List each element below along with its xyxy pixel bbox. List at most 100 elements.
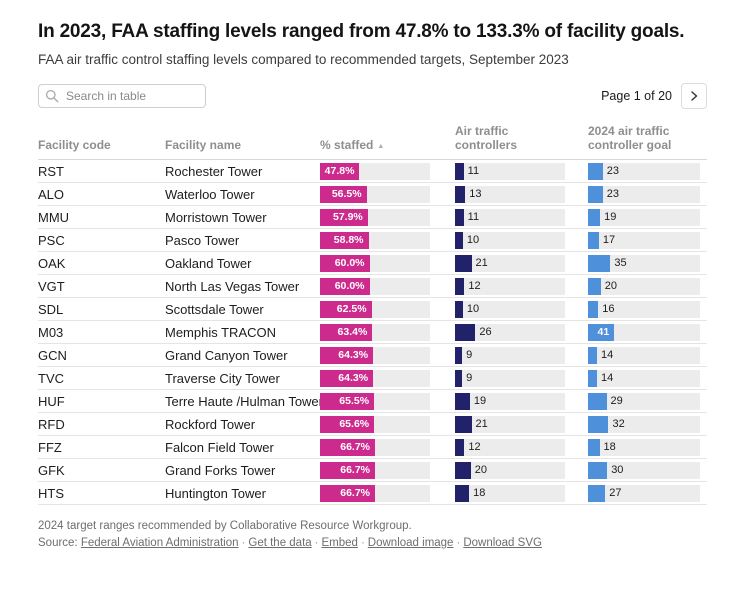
controllers-track: 12: [455, 277, 565, 295]
pct-staffed-bar: [320, 346, 374, 364]
facility-code-cell: MMU: [38, 209, 70, 225]
pct-staffed-track: 62.5%: [320, 300, 430, 318]
goal-value: 18: [603, 440, 616, 453]
pct-staffed-bar: [320, 231, 369, 249]
get-the-data-link[interactable]: Get the data: [248, 537, 312, 549]
search-input[interactable]: [38, 84, 206, 108]
pct-staffed-track: 63.4%: [320, 323, 430, 341]
facility-name-cell: Rochester Tower: [165, 163, 263, 179]
chevron-right-icon: [691, 91, 698, 101]
controllers-value: 10: [466, 302, 480, 315]
goal-value: 35: [614, 256, 627, 269]
goal-value: 14: [600, 371, 614, 384]
table-row: RFD Rockford Tower 65.6% 21 32: [38, 413, 707, 436]
facility-name-cell: Huntington Tower: [165, 485, 266, 501]
pagination: Page 1 of 20: [601, 83, 707, 109]
facility-name-cell: Rockford Tower: [165, 416, 256, 432]
pct-staffed-bar: [320, 277, 370, 295]
controllers-value: 21: [475, 417, 488, 430]
facility-name-cell: Oakland Tower: [165, 255, 252, 271]
controllers-bar: [455, 231, 463, 249]
table-row: FFZ Falcon Field Tower 66.7% 12 18: [38, 436, 707, 459]
controllers-value: 9: [466, 371, 473, 384]
controllers-track: 11: [455, 162, 565, 180]
controllers-bar: [455, 484, 470, 502]
controllers-track: 21: [455, 415, 565, 433]
controllers-value: 21: [475, 256, 488, 269]
separator-dot: ·: [241, 537, 246, 549]
goal-value: 29: [610, 394, 623, 407]
pct-staffed-value: 58.8%: [333, 233, 364, 246]
chart-subtitle: FAA air traffic control staffing levels …: [38, 52, 569, 67]
column-header-facility-name[interactable]: Facility name: [165, 138, 242, 152]
pct-staffed-value: 60.0%: [334, 256, 365, 269]
goal-value: 30: [611, 463, 624, 476]
goal-bar: [588, 461, 608, 479]
pct-staffed-bar: [320, 185, 367, 203]
pct-staffed-bar: [320, 300, 372, 318]
separator-dot: ·: [360, 537, 365, 549]
pct-staffed-bar: [320, 484, 376, 502]
controllers-bar: [455, 346, 463, 364]
search-box: [38, 84, 206, 108]
pct-staffed-value: 62.5%: [336, 302, 367, 315]
pct-staffed-bar: [320, 323, 373, 341]
table-header-row: Facility code Facility name % staffed ▲ A…: [38, 124, 707, 160]
goal-track: 23: [588, 185, 700, 203]
facility-code-cell: GCN: [38, 347, 67, 363]
column-header-controllers[interactable]: Air traffic controllers: [455, 124, 518, 152]
table-row: HTS Huntington Tower 66.7% 18 27: [38, 482, 707, 505]
goal-track: 29: [588, 392, 700, 410]
staffing-table: Facility code Facility name % staffed ▲ A…: [38, 124, 707, 505]
controllers-bar: [455, 162, 464, 180]
goal-value: 32: [612, 417, 625, 430]
pct-staffed-value: 66.7%: [340, 486, 371, 499]
facility-code-cell: RFD: [38, 416, 65, 432]
goal-bar: [588, 277, 601, 295]
pct-staffed-track: 65.6%: [320, 415, 430, 433]
next-page-button[interactable]: [681, 83, 707, 109]
goal-bar: [588, 415, 609, 433]
pct-staffed-track: 64.3%: [320, 346, 430, 364]
goal-bar: [588, 300, 599, 318]
facility-code-cell: RST: [38, 163, 64, 179]
pct-staffed-value: 65.6%: [339, 417, 370, 430]
source-link[interactable]: Federal Aviation Administration: [80, 537, 239, 549]
controllers-value: 26: [479, 325, 492, 338]
facility-code-cell: OAK: [38, 255, 66, 271]
table-row: MMU Morristown Tower 57.9% 11 19: [38, 206, 707, 229]
pct-staffed-value: 56.5%: [331, 187, 362, 200]
download-svg-link[interactable]: Download SVG: [463, 537, 542, 549]
pct-staffed-value: 66.7%: [340, 463, 371, 476]
controllers-track: 10: [455, 231, 565, 249]
goal-track: 41: [588, 323, 700, 341]
goal-track: 27: [588, 484, 700, 502]
controllers-bar: [455, 300, 463, 318]
goal-track: 17: [588, 231, 700, 249]
goal-bar: [588, 208, 601, 226]
chart-footer: 2024 target ranges recommended by Collab…: [38, 520, 707, 549]
controllers-track: 26: [455, 323, 565, 341]
pct-staffed-bar: [320, 438, 376, 456]
download-image-link[interactable]: Download image: [367, 537, 454, 549]
pct-staffed-bar: [320, 369, 374, 387]
facility-code-cell: ALO: [38, 186, 65, 202]
controllers-track: 10: [455, 300, 565, 318]
controllers-bar: [455, 185, 466, 203]
table-controls: Page 1 of 20: [38, 83, 707, 109]
pct-staffed-track: 66.7%: [320, 484, 430, 502]
controllers-bar: [455, 254, 472, 272]
pct-staffed-value: 64.3%: [338, 371, 369, 384]
column-header-pct-staffed[interactable]: % staffed ▲: [320, 138, 430, 152]
goal-bar: [588, 484, 606, 502]
goal-value: 16: [602, 302, 615, 315]
facility-code-cell: PSC: [38, 232, 65, 248]
controllers-value: 12: [468, 279, 481, 292]
embed-link[interactable]: Embed: [321, 537, 358, 549]
pct-staffed-value: 65.5%: [339, 394, 370, 407]
column-header-facility-code[interactable]: Facility code: [38, 138, 111, 152]
goal-track: 18: [588, 438, 700, 456]
column-header-goal[interactable]: 2024 air traffic controller goal: [588, 124, 672, 152]
goal-value: 27: [609, 486, 622, 499]
goal-bar: [588, 231, 599, 249]
